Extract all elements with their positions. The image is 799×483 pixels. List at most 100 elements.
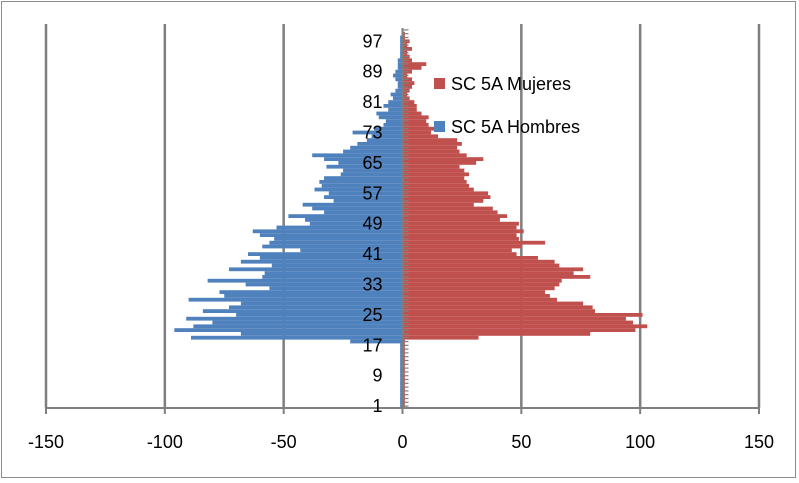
bars (174, 31, 648, 408)
bar-hombres-22 (193, 324, 403, 329)
bar-hombres-69 (350, 145, 403, 150)
bar-hombres-62 (340, 172, 403, 177)
bar-hombres-49 (309, 221, 403, 226)
bar-mujeres-31 (402, 290, 546, 294)
bar-mujeres-43 (402, 244, 522, 249)
bar-mujeres-55 (402, 199, 484, 203)
bar-hombres-97 (400, 39, 403, 44)
bar-hombres-48 (276, 225, 403, 230)
bar-mujeres-63 (402, 168, 465, 173)
bar-mujeres-23 (402, 320, 634, 325)
bar-hombres-10 (400, 370, 403, 374)
bar-mujeres-22 (402, 324, 648, 329)
bar-mujeres-79 (402, 107, 417, 112)
bar-mujeres-56 (402, 195, 491, 199)
y-tick-label-41: 41 (362, 244, 382, 264)
bar-mujeres-60 (402, 180, 467, 184)
bar-mujeres-35 (402, 275, 591, 279)
bar-hombres-63 (343, 168, 403, 173)
bar-hombres-31 (219, 290, 403, 294)
x-tick-label-6: 150 (744, 432, 774, 452)
bar-hombres-84 (395, 88, 403, 93)
bar-hombres-18 (350, 339, 403, 344)
bar-mujeres-72 (402, 134, 439, 139)
bar-hombres-67 (312, 153, 403, 158)
bar-mujeres-53 (402, 206, 493, 211)
bar-hombres-28 (240, 301, 403, 306)
bar-hombres-19 (190, 335, 403, 340)
bar-hombres-79 (388, 107, 403, 112)
bar-hombres-56 (324, 195, 403, 199)
bar-mujeres-70 (402, 142, 462, 146)
y-tick-label-49: 49 (362, 214, 382, 234)
bar-mujeres-67 (402, 153, 467, 158)
bar-hombres-75 (383, 123, 403, 127)
legend-label-mujeres: SC 5A Mujeres (451, 74, 571, 94)
bar-mujeres-64 (402, 164, 460, 169)
bar-mujeres-33 (402, 282, 560, 287)
bar-hombres-41 (248, 252, 403, 256)
x-tick-label-3: 0 (397, 432, 407, 452)
bar-mujeres-58 (402, 187, 474, 192)
bar-hombres-16 (400, 347, 403, 351)
bar-hombres-71 (366, 138, 403, 142)
bar-hombres-32 (269, 286, 403, 291)
y-tick-label-33: 33 (362, 275, 382, 295)
bar-hombres-1 (400, 404, 403, 408)
bar-hombres-60 (319, 180, 403, 184)
bar-hombres-4 (400, 392, 403, 397)
bar-mujeres-57 (402, 191, 489, 196)
bar-hombres-13 (400, 358, 403, 363)
y-tick-label-81: 81 (362, 92, 382, 112)
x-tick-label-5: 100 (625, 432, 655, 452)
bar-hombres-72 (371, 134, 403, 139)
bar-mujeres-66 (402, 157, 484, 161)
bar-hombres-82 (392, 96, 403, 101)
bar-hombres-70 (357, 142, 403, 146)
bar-hombres-44 (269, 240, 403, 245)
bar-hombres-40 (259, 256, 403, 260)
bar-hombres-37 (229, 267, 403, 272)
bar-mujeres-73 (402, 130, 432, 135)
bar-hombres-17 (400, 343, 403, 348)
bar-hombres-33 (245, 282, 403, 287)
bar-mujeres-90 (402, 66, 422, 70)
bar-hombres-55 (333, 199, 403, 203)
bar-mujeres-34 (402, 278, 562, 283)
bar-hombres-96 (400, 43, 403, 47)
bar-mujeres-62 (402, 172, 470, 177)
bar-hombres-15 (400, 351, 403, 355)
x-tick-label-2: -50 (271, 432, 297, 452)
bar-mujeres-61 (402, 176, 465, 180)
y-tick-label-89: 89 (362, 62, 382, 82)
bar-hombres-64 (326, 164, 403, 169)
bar-mujeres-80 (402, 104, 417, 108)
bar-hombres-53 (312, 206, 403, 211)
bar-hombres-5 (400, 389, 403, 393)
bar-mujeres-20 (402, 332, 591, 336)
bar-mujeres-77 (402, 115, 429, 120)
bar-hombres-83 (390, 92, 403, 97)
bar-hombres-68 (343, 149, 403, 154)
y-tick-label-73: 73 (362, 123, 382, 143)
bar-hombres-73 (352, 130, 403, 135)
bar-hombres-66 (324, 157, 403, 161)
bar-mujeres-50 (402, 218, 500, 222)
bar-hombres-34 (207, 278, 403, 283)
bar-hombres-38 (271, 263, 403, 268)
bar-hombres-14 (400, 354, 403, 359)
bar-hombres-65 (338, 161, 403, 165)
y-tick-label-65: 65 (362, 153, 382, 173)
bar-hombres-20 (240, 332, 403, 336)
bar-hombres-94 (400, 50, 403, 55)
bar-hombres-9 (400, 373, 403, 378)
bar-hombres-93 (400, 54, 403, 59)
bar-hombres-80 (383, 104, 403, 108)
bar-mujeres-46 (402, 233, 517, 237)
bar-mujeres-27 (402, 305, 593, 310)
bar-mujeres-45 (402, 237, 519, 241)
bar-hombres-27 (229, 305, 403, 310)
bar-hombres-42 (300, 248, 403, 253)
